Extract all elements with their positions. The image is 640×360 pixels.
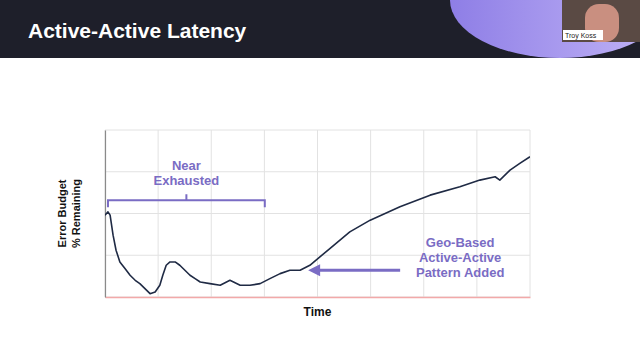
title: Active-Active Latency xyxy=(28,19,247,42)
annotation-text: Exhausted xyxy=(154,173,220,188)
bracket xyxy=(108,194,265,207)
grid-line-y xyxy=(105,213,530,214)
speaker-tag xyxy=(563,30,603,40)
annotation-bracket: NearExhausted xyxy=(108,158,265,207)
annotation-arrow: Geo-BasedActive-ActivePattern Added xyxy=(308,235,504,280)
grid-line-y xyxy=(105,171,530,172)
x-axis-line xyxy=(106,297,531,299)
y-axis-title-line: % Remaining xyxy=(70,179,82,248)
header-blob xyxy=(450,0,640,58)
x-axis xyxy=(106,297,531,299)
grid-line-x xyxy=(105,130,106,297)
y-axis-title: Error Budget% Remaining xyxy=(56,179,82,248)
x-axis-title: Time xyxy=(304,305,332,319)
arrow-shaft xyxy=(318,269,400,272)
slide: Troy Koss Active-Active Latency Time Error … xyxy=(0,0,640,360)
grid xyxy=(105,130,530,297)
annotation-text: Pattern Added xyxy=(416,265,504,280)
grid-line-y xyxy=(105,297,530,298)
annotation-text: Near xyxy=(172,158,201,173)
webcam xyxy=(562,0,640,42)
annotation-text: Geo-Based xyxy=(426,235,495,250)
data-line xyxy=(105,157,530,294)
y-axis-title-line: Error Budget xyxy=(56,179,68,247)
speaker-label: Troy Koss xyxy=(565,32,597,40)
grid-line-y xyxy=(105,130,530,131)
arrow-head xyxy=(308,264,320,276)
plot-area xyxy=(105,157,530,294)
annotation-text: Active-Active xyxy=(419,250,501,265)
